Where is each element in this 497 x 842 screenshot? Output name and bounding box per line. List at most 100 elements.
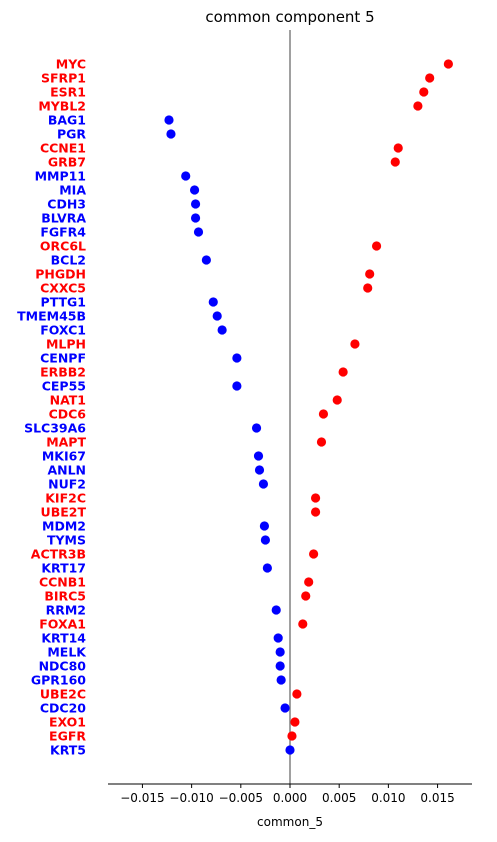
data-point	[310, 507, 321, 517]
gene-label: ESR1	[50, 85, 86, 100]
x-tick-label: 0.000	[273, 791, 307, 805]
gene-label: KRT14	[41, 631, 86, 646]
gene-label: MYBL2	[38, 99, 86, 114]
gene-label: MAPT	[46, 435, 86, 450]
gene-label: BCL2	[51, 253, 86, 268]
x-tick-label: −0.005	[219, 791, 263, 805]
x-tick-label: −0.015	[120, 791, 164, 805]
gene-label: BLVRA	[41, 211, 86, 226]
data-point	[166, 129, 176, 139]
data-point	[189, 185, 200, 195]
gene-label: CEP55	[42, 379, 86, 394]
gene-label: KRT17	[41, 561, 86, 576]
gene-label: MELK	[47, 645, 87, 660]
gene-label: CCNE1	[40, 141, 86, 156]
chart-title: common component 5	[205, 8, 374, 26]
gene-label: FOXA1	[39, 617, 86, 632]
gene-label: ACTR3B	[31, 547, 86, 562]
data-point	[193, 227, 204, 237]
gene-label: BAG1	[48, 113, 86, 128]
gene-label: TMEM45B	[17, 309, 86, 324]
data-point	[232, 381, 242, 391]
gene-label: ERBB2	[40, 365, 86, 380]
data-point	[164, 115, 174, 125]
data-point	[338, 367, 348, 377]
data-point	[390, 157, 400, 167]
data-point	[253, 451, 264, 461]
gene-label: PGR	[57, 127, 86, 142]
gene-label: KIF2C	[45, 491, 86, 506]
gene-label: UBE2C	[40, 687, 86, 702]
gene-label: SFRP1	[41, 71, 86, 86]
data-point	[350, 339, 360, 349]
data-point	[276, 675, 286, 685]
gene-label: TYMS	[47, 533, 86, 548]
gene-label: MMP11	[35, 169, 86, 184]
x-tick-label: −0.010	[169, 791, 213, 805]
data-point	[251, 423, 262, 433]
data-point	[287, 731, 297, 741]
x-ticks: −0.015 −0.010 −0.005 0.000 0.005 0.010 0.015	[120, 784, 455, 805]
gene-label: CCNB1	[39, 575, 86, 590]
data-point	[298, 619, 308, 629]
gene-label: MKI67	[42, 449, 86, 464]
gene-label: MLPH	[46, 337, 86, 352]
data-point	[275, 647, 285, 657]
data-point	[316, 437, 327, 447]
gene-label: GRB7	[48, 155, 86, 170]
data-point	[190, 213, 201, 223]
data-point	[363, 283, 373, 293]
gene-label: RRM2	[46, 603, 86, 618]
gene-label: CDC6	[49, 407, 87, 422]
data-point	[332, 395, 342, 405]
x-tick-label: 0.010	[371, 791, 405, 805]
data-point	[275, 661, 285, 671]
x-axis-label: common_5	[257, 815, 323, 829]
data-point	[309, 549, 319, 559]
data-point	[371, 241, 382, 251]
data-point	[443, 59, 453, 69]
gene-label: NAT1	[50, 393, 86, 408]
data-point	[201, 255, 211, 265]
data-point	[304, 577, 314, 587]
data-point	[365, 269, 375, 279]
data-point	[232, 353, 242, 363]
data-point	[393, 143, 403, 153]
data-point	[310, 493, 321, 503]
y-tick-labels: MYCSFRP1ESR1MYBL2BAG1PGRCCNE1GRB7MMP11MI…	[17, 57, 87, 758]
x-tick-label: 0.005	[322, 791, 356, 805]
gene-label: KRT5	[50, 743, 86, 758]
data-point	[259, 521, 270, 531]
data-point	[190, 199, 201, 209]
data-point	[273, 633, 283, 643]
gene-label: FGFR4	[40, 225, 86, 240]
gene-label: UBE2T	[41, 505, 87, 520]
data-point	[290, 717, 300, 727]
gene-label: BIRC5	[44, 589, 86, 604]
gene-label: CDH3	[47, 197, 86, 212]
data-point	[254, 465, 265, 475]
data-point	[262, 563, 272, 573]
gene-label: SLC39A6	[24, 421, 86, 436]
gene-label: PTTG1	[41, 295, 86, 310]
data-point	[258, 479, 269, 489]
gene-label: NDC80	[39, 659, 87, 674]
x-tick-label: 0.015	[420, 791, 454, 805]
data-point	[285, 745, 295, 755]
data-point	[413, 101, 423, 111]
data-points	[164, 59, 453, 755]
data-point	[260, 535, 271, 545]
gene-label: MIA	[59, 183, 86, 198]
data-point	[292, 689, 302, 699]
data-point	[425, 73, 435, 83]
data-point	[208, 297, 218, 307]
data-point	[419, 87, 429, 97]
gene-label: PHGDH	[35, 267, 86, 282]
gene-label: EXO1	[49, 715, 86, 730]
gene-label: MYC	[56, 57, 86, 72]
gene-label: ORC6L	[40, 239, 86, 254]
gene-label: MDM2	[42, 519, 86, 534]
data-point	[280, 703, 290, 713]
